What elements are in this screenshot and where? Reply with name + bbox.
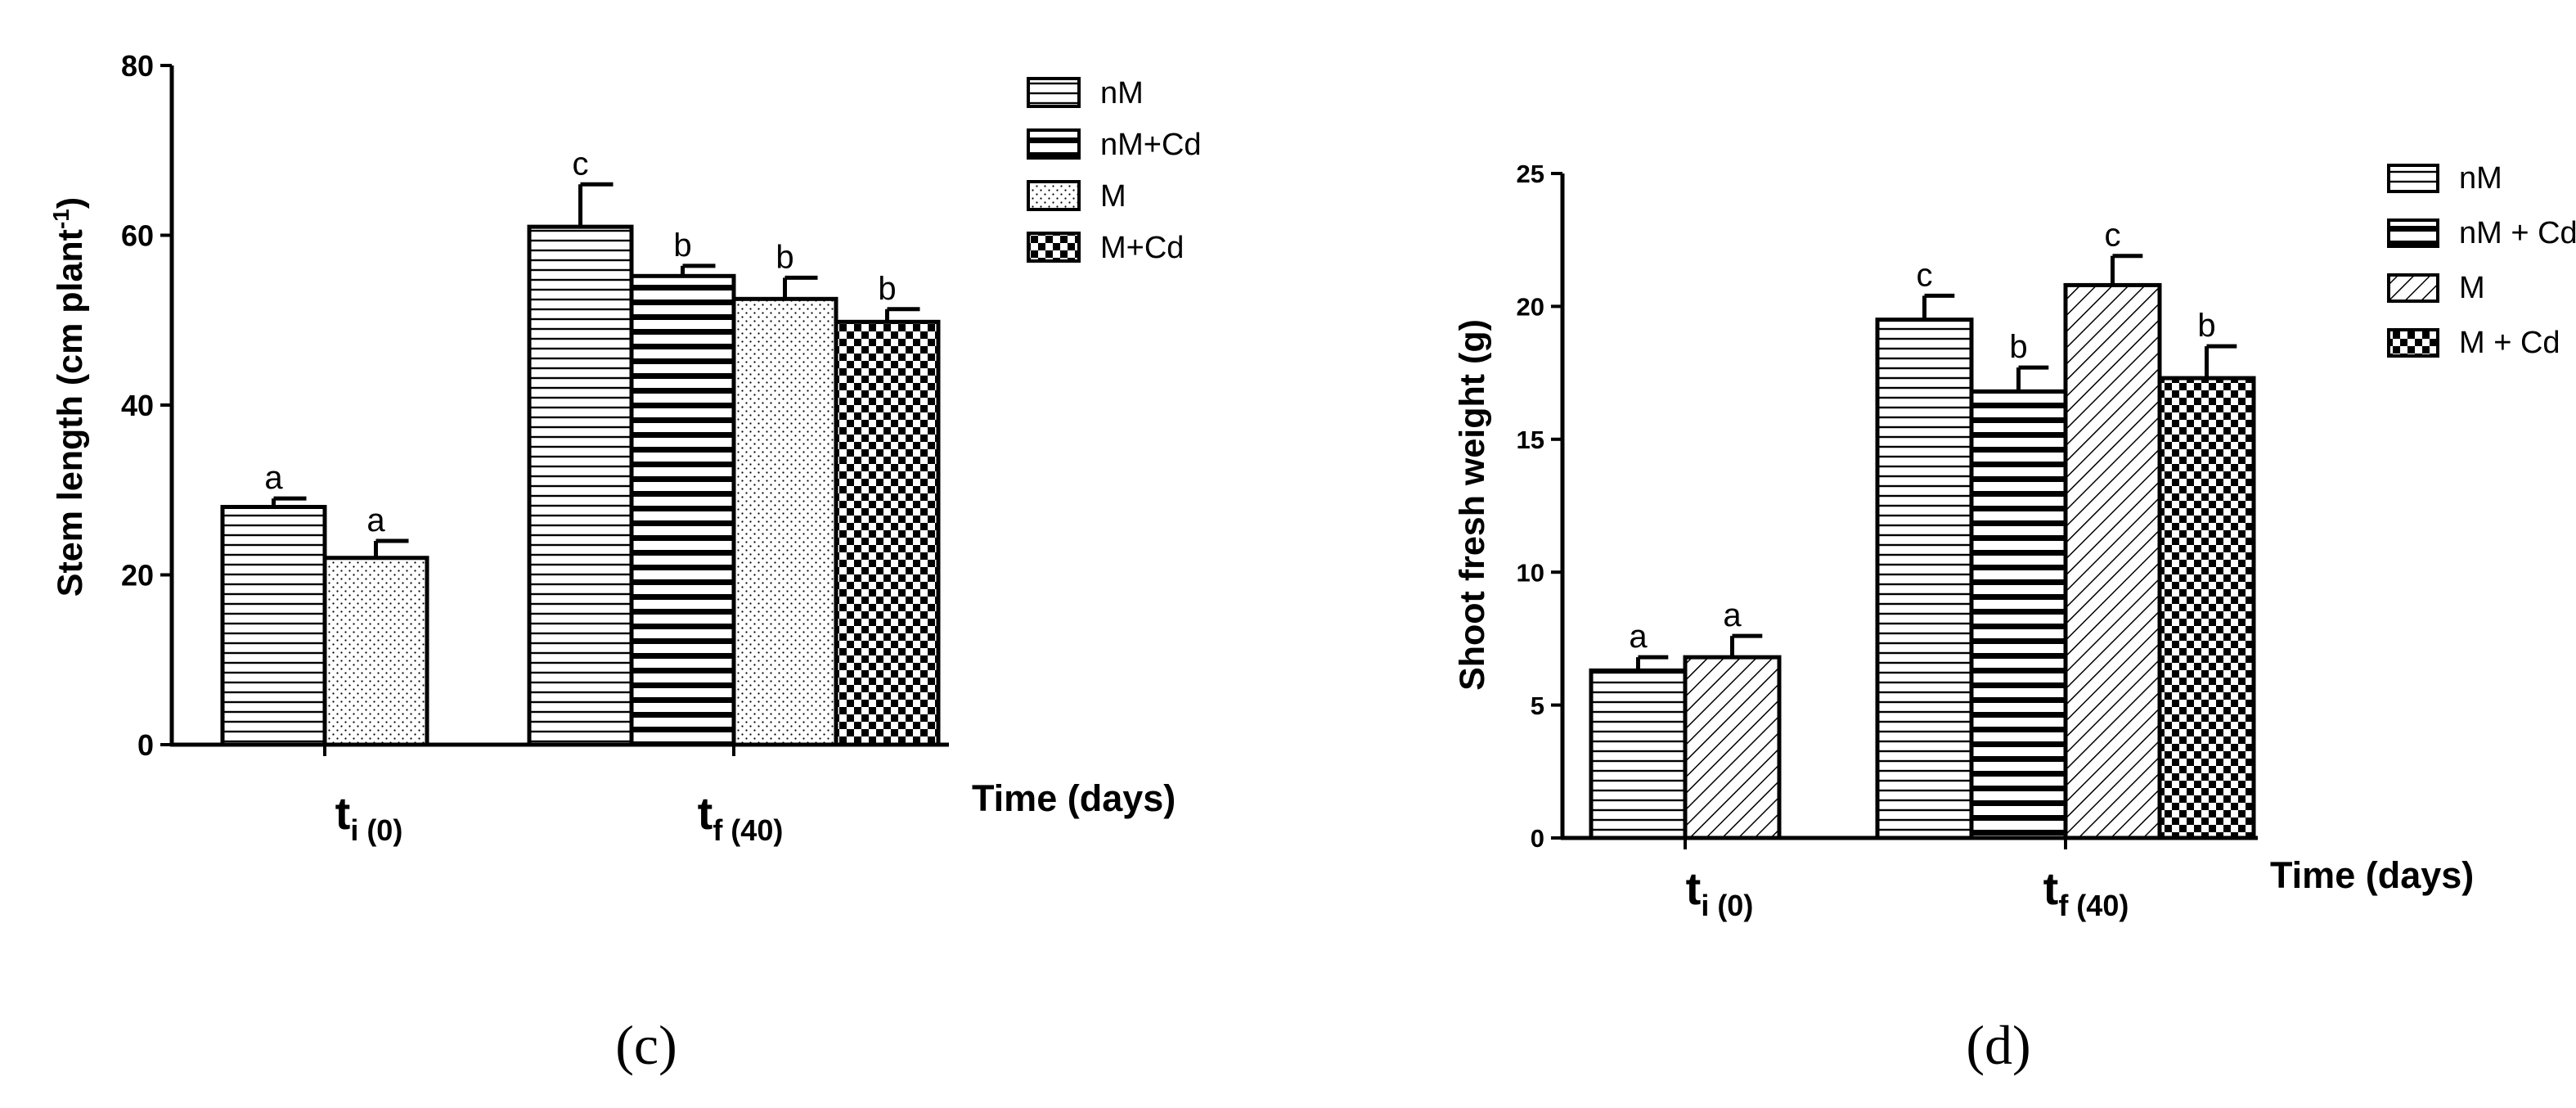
y-tick-label: 0	[137, 728, 154, 762]
error-bars	[1636, 254, 2237, 671]
legend-swatch	[1027, 128, 1081, 160]
axes	[1551, 172, 2258, 849]
y-tick-label: 20	[1517, 293, 1544, 322]
y-tick-label: 0	[1531, 824, 1544, 853]
significance-letters: a a c b c b	[1629, 218, 2215, 655]
legend-swatch	[1027, 77, 1081, 108]
significance-letter: a	[1629, 619, 1648, 655]
bar-nm-tf	[1875, 318, 1974, 840]
legend-label: M + Cd	[2459, 326, 2560, 360]
legend: nM nM+Cd M M+Cd	[1027, 76, 1202, 265]
y-tick-label: 25	[1517, 160, 1544, 188]
significance-letter: b	[2197, 308, 2215, 344]
legend-swatch	[2387, 218, 2439, 248]
legend-swatch	[1027, 232, 1081, 263]
significance-letter: b	[775, 239, 793, 275]
x-category-labels: ti (0) tf (40)	[335, 787, 784, 847]
chart-panel-c: a a c b b b 0 20 40 60 80 ti (0) tf (40) nM nM+Cd MM…	[48, 49, 1202, 1076]
y-tick-label: 80	[121, 49, 154, 83]
bar-m-ti	[1683, 655, 1782, 840]
x-category-label: ti (0)	[1686, 863, 1754, 922]
x-category-label: ti (0)	[335, 787, 403, 847]
legend-label: nM + Cd	[2459, 216, 2576, 250]
bar-nm-ti	[1589, 668, 1688, 840]
legend-item-m: M	[2387, 271, 2485, 305]
y-tick-label: 60	[121, 218, 154, 252]
legend-item-m-plus-cd: M + Cd	[2387, 326, 2560, 360]
significance-letter: a	[264, 460, 283, 496]
bar-group	[1589, 282, 2256, 840]
x-axis-title: Time (days)	[972, 777, 1176, 819]
significance-letter: b	[878, 271, 896, 307]
bar-m-plus-cd-tf	[2157, 376, 2256, 840]
bar-nm-plus-cd-tf	[629, 273, 736, 747]
legend-item-nm: nM	[2387, 161, 2502, 196]
legend-item-nm-plus-cd: nM+Cd	[1027, 128, 1202, 162]
panel-label: (d)	[1966, 1014, 2030, 1076]
chart-panel-d: a a c b c b 0 5 10 15 20 25 ti (0) tf (40) nM nM + C…	[1453, 160, 2576, 1076]
bar-nm-tf	[527, 224, 634, 747]
legend-label: nM	[2459, 161, 2502, 196]
legend-label: M	[1100, 179, 1126, 214]
y-axis-title: Shoot fresh weight (g)	[1453, 319, 1492, 691]
panel-label: (c)	[615, 1014, 677, 1076]
bar-m-ti	[322, 556, 429, 747]
bar-m-tf	[731, 296, 838, 747]
y-tick-label: 5	[1531, 691, 1544, 720]
y-tick-label: 40	[121, 389, 154, 422]
legend-swatch	[1027, 180, 1081, 211]
axes	[160, 64, 949, 756]
y-tick-label: 20	[121, 558, 154, 592]
significance-letter: a	[366, 502, 385, 538]
bar-m-tf	[2063, 282, 2162, 840]
legend-swatch	[2387, 273, 2439, 303]
legend-item-m: M	[1027, 179, 1126, 214]
y-tick-labels: 0 20 40 60 80	[121, 49, 154, 762]
bar-nm-ti	[220, 505, 327, 747]
y-axis-title: Stem length (cm plant-1)	[48, 197, 90, 597]
significance-letter: a	[1723, 597, 1742, 633]
legend-item-nm: nM	[1027, 76, 1144, 110]
significance-letter: c	[2105, 218, 2121, 254]
x-axis-title: Time (days)	[2270, 854, 2474, 896]
significance-letter: b	[673, 227, 691, 263]
legend-swatch	[2387, 328, 2439, 358]
bar-group	[220, 224, 941, 747]
significance-letters: a a c b b b	[264, 146, 896, 538]
y-tick-labels: 0 5 10 15 20 25	[1517, 160, 1544, 853]
x-category-label: tf (40)	[2043, 863, 2129, 922]
x-category-label: tf (40)	[698, 787, 784, 847]
significance-letter: c	[1917, 257, 1933, 293]
legend-item-nm-plus-cd: nM + Cd	[2387, 216, 2576, 250]
x-category-labels: ti (0) tf (40)	[1686, 863, 2129, 922]
y-tick-label: 15	[1517, 426, 1544, 454]
legend-label: nM+Cd	[1100, 128, 1202, 162]
legend-label: M	[2459, 271, 2485, 305]
significance-letter: b	[2009, 329, 2027, 365]
bar-nm-plus-cd-tf	[1969, 389, 2068, 840]
legend-swatch	[2387, 164, 2439, 193]
error-bars	[272, 182, 920, 558]
legend: nM nM + Cd M M + Cd	[2387, 161, 2576, 360]
significance-letter: c	[573, 146, 589, 182]
bar-m-plus-cd-tf	[834, 319, 941, 747]
legend-item-m-plus-cd: M+Cd	[1027, 231, 1184, 265]
legend-label: nM	[1100, 76, 1144, 110]
y-tick-label: 10	[1517, 558, 1544, 587]
legend-label: M+Cd	[1100, 231, 1184, 265]
